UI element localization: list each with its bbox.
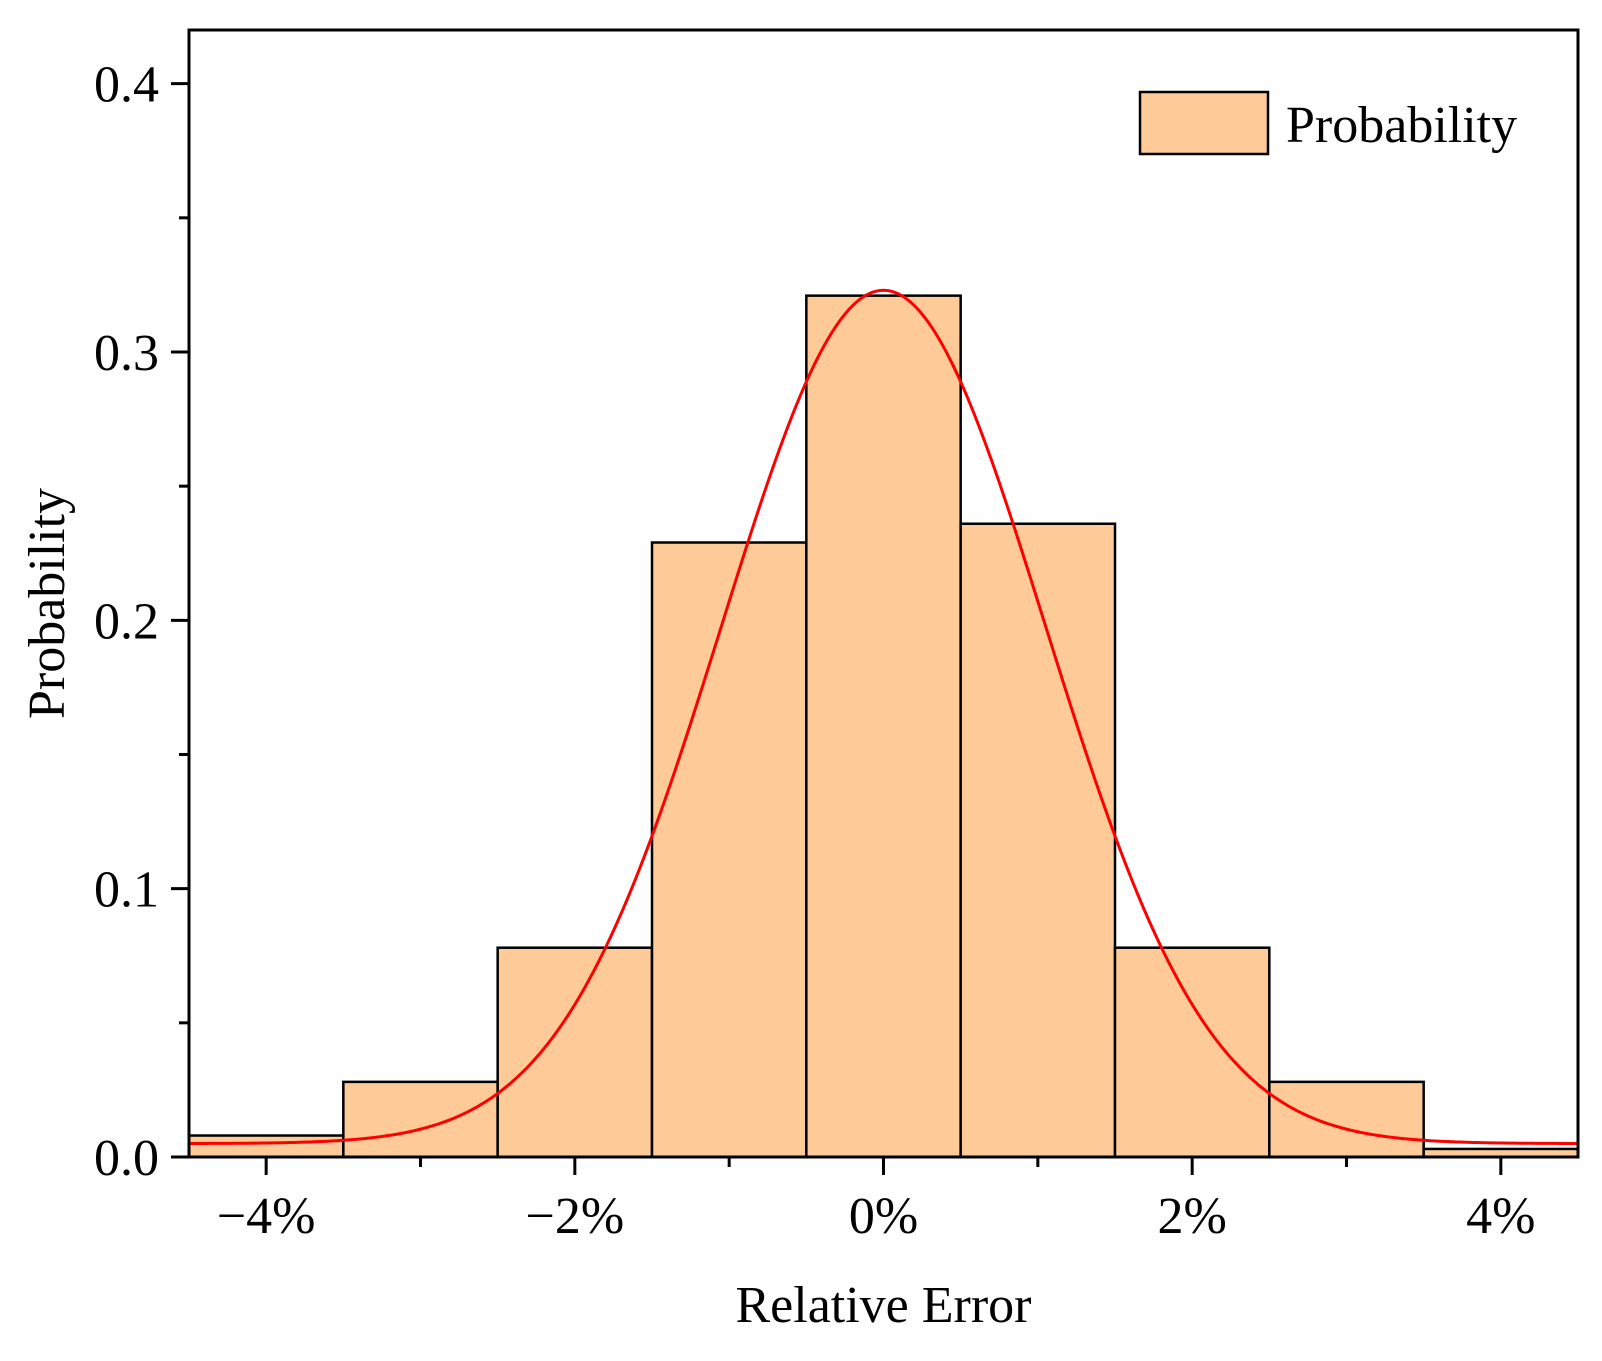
histogram-bar-4: [805, 294, 962, 1159]
x-tick-label: 4%: [1466, 1188, 1535, 1245]
y-axis-title: Probability: [19, 488, 76, 719]
histogram-bar-5: [959, 522, 1117, 1159]
histogram-bars: [187, 294, 1580, 1159]
histogram-bar-1: [342, 1080, 499, 1159]
histogram-bar-2: [496, 946, 654, 1159]
fit-curve: [188, 288, 1579, 1145]
y-tick-label: 0.4: [94, 57, 159, 114]
x-tick-label: −2%: [526, 1188, 625, 1245]
x-tick-label: 0%: [849, 1188, 918, 1245]
y-tick-label: 0.3: [94, 325, 159, 382]
x-tick-label: 2%: [1158, 1188, 1227, 1245]
y-tick-label: 0.2: [94, 593, 159, 650]
histogram-bar-3: [650, 541, 808, 1159]
legend-label: Probability: [1286, 97, 1517, 154]
histogram-bar-0: [187, 1134, 345, 1159]
x-axis-ticks: −4% −2% 0% 2% 4%: [217, 1157, 1535, 1245]
histogram-bar-6: [1113, 946, 1271, 1159]
legend: Probability: [1138, 90, 1517, 156]
legend-swatch: [1138, 90, 1270, 156]
y-axis-ticks: 0.0 0.1 0.2 0.3 0.4: [94, 57, 189, 1187]
x-axis-title: Relative Error: [736, 1277, 1032, 1334]
y-tick-label: 0.1: [94, 862, 159, 919]
histogram-bar-7: [1268, 1080, 1425, 1159]
y-tick-label: 0.0: [94, 1130, 159, 1187]
x-tick-label: −4%: [217, 1188, 316, 1245]
